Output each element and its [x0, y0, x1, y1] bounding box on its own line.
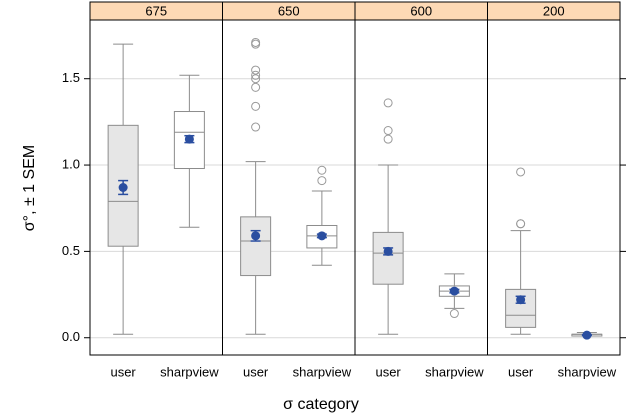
outlier — [383, 134, 393, 144]
y-tick-label: 0.0 — [62, 329, 80, 344]
x-tick-label: user — [508, 364, 534, 379]
outlier — [516, 219, 526, 229]
x-tick-label: user — [243, 364, 269, 379]
outlier — [449, 309, 459, 319]
x-axis-label: σ category — [283, 396, 359, 413]
mean — [383, 246, 393, 256]
x-tick-label: user — [110, 364, 136, 379]
outlier — [251, 65, 261, 75]
mean — [449, 286, 459, 296]
panel-border — [222, 19, 356, 356]
outlier — [251, 37, 261, 47]
panel-border — [354, 19, 488, 356]
box — [240, 216, 272, 277]
outlier — [516, 167, 526, 177]
outlier — [251, 70, 261, 80]
panel-title: 650 — [278, 3, 300, 18]
y-tick-label: 1.5 — [62, 70, 80, 85]
outlier — [383, 126, 393, 136]
panel-border — [487, 19, 621, 356]
outlier — [317, 176, 327, 186]
x-tick-label: user — [375, 364, 401, 379]
mean — [118, 183, 128, 192]
mean — [184, 134, 194, 144]
y-tick-label: 0.5 — [62, 243, 80, 258]
mean — [582, 330, 592, 340]
outlier — [317, 165, 327, 175]
box — [372, 231, 404, 285]
mean — [516, 295, 526, 305]
outlier — [251, 39, 261, 49]
outlier — [251, 122, 261, 132]
x-tick-label: sharpview — [293, 364, 352, 379]
box — [505, 288, 537, 328]
x-tick-label: sharpview — [558, 364, 617, 379]
mean — [317, 231, 327, 241]
mean — [251, 231, 261, 241]
y-tick-label: 1.0 — [62, 156, 80, 171]
outlier — [251, 101, 261, 111]
outlier — [383, 98, 393, 108]
panel-title: 675 — [145, 3, 167, 18]
panel-title: 200 — [543, 3, 565, 18]
outlier — [251, 82, 261, 92]
x-tick-label: sharpview — [160, 364, 219, 379]
x-tick-label: sharpview — [425, 364, 484, 379]
panel-title: 600 — [410, 3, 432, 18]
y-axis-label: σ°, ± 1 SEM — [21, 145, 38, 231]
outlier — [251, 74, 261, 84]
